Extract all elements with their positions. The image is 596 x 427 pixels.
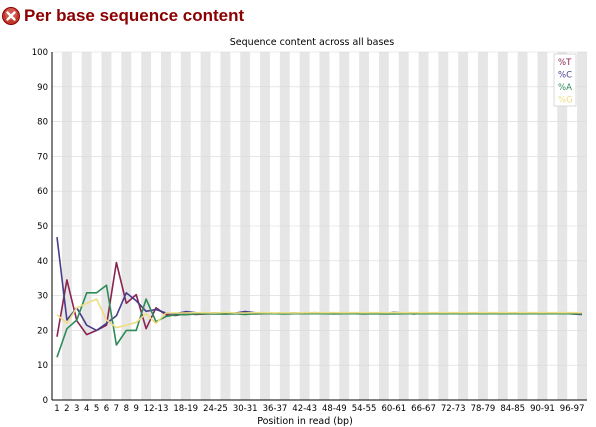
x-tick-2: 2 (64, 404, 69, 414)
x-tick-6: 6 (104, 404, 109, 414)
series-line-pct-g (56, 298, 582, 329)
y-tick-10: 10 (37, 361, 48, 371)
x-tick-7: 7 (114, 404, 119, 414)
legend-item-pct-t: %T (558, 58, 572, 68)
series-lines (56, 237, 583, 358)
x-axis-label: Position in read (bp) (257, 416, 353, 427)
x-tick-4: 4 (84, 404, 89, 414)
axes (51, 52, 587, 401)
x-tick-24-25: 24-25 (203, 404, 228, 414)
legend: %T %C %A %G (553, 53, 577, 107)
x-tick-labels: 1 2 3 4 5 6 7 8 9 12-13 18-19 24-25 30-31 36-37 42-43 4… (54, 404, 584, 414)
y-tick-90: 90 (37, 83, 48, 93)
legend-box (553, 53, 577, 107)
legend-item-pct-a: %A (558, 83, 572, 93)
x-tick-54-55: 54-55 (352, 404, 377, 414)
y-tick-labels: 0 10 20 30 40 50 60 70 80 90 100 (32, 48, 48, 406)
y-tick-70: 70 (37, 152, 48, 162)
x-tick-12-13: 12-13 (144, 404, 169, 414)
x-tick-9: 9 (134, 404, 139, 414)
y-tick-80: 80 (37, 118, 48, 128)
x-tick-66-67: 66-67 (411, 404, 436, 414)
x-tick-1: 1 (54, 404, 59, 414)
x-tick-60-61: 60-61 (381, 404, 406, 414)
y-tick-50: 50 (37, 222, 48, 232)
x-tick-18-19: 18-19 (173, 404, 198, 414)
y-tick-100: 100 (32, 48, 48, 58)
x-tick-8: 8 (124, 404, 129, 414)
y-tick-20: 20 (37, 326, 48, 336)
y-tick-60: 60 (37, 187, 48, 197)
x-tick-30-31: 30-31 (233, 404, 258, 414)
x-tick-96-97: 96-97 (560, 404, 585, 414)
legend-item-pct-g: %G (558, 96, 573, 106)
x-tick-42-43: 42-43 (292, 404, 317, 414)
x-tick-3: 3 (74, 404, 79, 414)
report-header: Per base sequence content (0, 4, 244, 28)
x-tick-84-85: 84-85 (500, 404, 525, 414)
legend-item-pct-c: %C (558, 71, 572, 81)
y-tick-0: 0 (43, 396, 48, 406)
y-tick-30: 30 (37, 292, 48, 302)
page-title: Per base sequence content (24, 6, 245, 25)
x-tick-72-73: 72-73 (441, 404, 466, 414)
series-line-pct-a (56, 284, 582, 358)
x-tick-5: 5 (94, 404, 99, 414)
x-tick-48-49: 48-49 (322, 404, 347, 414)
x-tick-78-79: 78-79 (471, 404, 496, 414)
x-tick-36-37: 36-37 (263, 404, 288, 414)
fail-x-icon (2, 7, 20, 25)
chart-title: Sequence content across all bases (230, 37, 395, 48)
y-tick-40: 40 (37, 257, 48, 267)
x-tick-90-91: 90-91 (530, 404, 555, 414)
